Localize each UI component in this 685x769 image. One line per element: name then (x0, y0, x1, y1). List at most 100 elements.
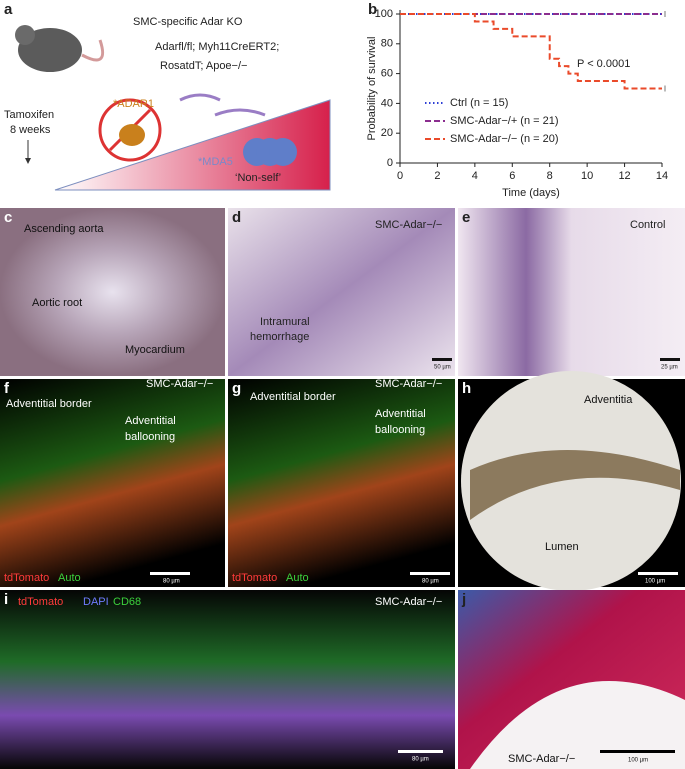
x-tick-label: 4 (472, 170, 478, 182)
histology (228, 208, 455, 376)
panel-j: j SMC-Adar−/− 100 µm (458, 590, 685, 769)
panel-c: c Ascending aorta Aortic root Myocardium (0, 208, 225, 376)
scale-label: 100 µm (628, 758, 648, 764)
genotype: RosatdT; Apoe−/− (160, 60, 247, 72)
histology (458, 208, 685, 376)
scale-bar (410, 572, 450, 575)
genotype: SMC-Adar−/− (146, 378, 213, 390)
x-tick-label: 14 (656, 170, 668, 182)
region-label: Aortic root (32, 297, 82, 309)
annotation: Adventitial border (250, 391, 336, 403)
stain-label: Auto (58, 572, 81, 584)
treatment: 8 weeks (10, 124, 51, 136)
panel-d: d SMC-Adar−/− Intramural hemorrhage 50 µ… (228, 208, 455, 376)
panel-label: d (232, 209, 241, 226)
y-axis-label: Probability of survival (366, 37, 378, 141)
annotation: Lumen (545, 541, 579, 553)
legend-label: SMC-Adar−/− (n = 20) (450, 133, 559, 145)
x-tick-label: 2 (434, 170, 440, 182)
survival-curve (400, 13, 662, 90)
lumen (470, 680, 685, 769)
annotation: Adventitial (375, 408, 426, 420)
stain-label: CD68 (113, 596, 141, 608)
y-tick-label: 20 (381, 127, 393, 139)
genotype: SMC-Adar−/− (508, 753, 575, 765)
panel-label: c (4, 209, 12, 226)
scale-label: 25 µm (661, 365, 678, 371)
annotation: Adventitial border (6, 398, 92, 410)
y-tick-label: 80 (381, 38, 393, 50)
panel-label: b (368, 1, 377, 18)
y-tick-label: 60 (381, 68, 393, 80)
x-tick-label: 0 (397, 170, 403, 182)
title: SMC-specific Adar KO (133, 16, 243, 28)
stain-label: Auto (286, 572, 309, 584)
scale-label: 80 µm (163, 579, 180, 585)
x-tick-label: 12 (618, 170, 630, 182)
arrow-head (25, 158, 31, 164)
annotation: hemorrhage (250, 331, 309, 343)
scale-label: 80 µm (422, 579, 439, 585)
stain-label: tdTomato (4, 572, 49, 584)
panel-h: h Adventitia Lumen 100 µm (458, 371, 685, 591)
photo (0, 208, 225, 376)
y-tick-label: 0 (387, 157, 393, 169)
panel-label: f (4, 380, 10, 397)
annotation: Adventitial (125, 415, 176, 427)
panel-e: e Control 25 µm (458, 208, 685, 376)
annotation: Adventitia (584, 394, 633, 406)
panel-label: g (232, 380, 241, 397)
x-tick-label: 6 (509, 170, 515, 182)
genotype: SMC-Adar−/− (375, 378, 442, 390)
mouse-head (15, 25, 35, 45)
scale-label: 50 µm (434, 365, 451, 371)
scale-bar (432, 358, 452, 361)
legend-label: Ctrl (n = 15) (450, 97, 508, 109)
scale-bar (600, 750, 675, 753)
annotation: ballooning (375, 424, 425, 436)
stain-label: tdTomato (18, 596, 63, 608)
treatment: Tamoxifen (4, 109, 54, 121)
dsRNA (179, 93, 266, 117)
stain-label: DAPI (83, 596, 109, 608)
vessel-wall (470, 450, 680, 520)
panel-label: h (462, 380, 471, 397)
scale-label: 80 µm (412, 757, 429, 763)
annotation: P < 0.0001 (577, 58, 630, 70)
mouse-tail (81, 39, 105, 62)
fluorescence (0, 379, 225, 587)
mda5-protein (243, 138, 297, 166)
gradient-wedge (54, 99, 331, 191)
micrograph (461, 371, 681, 591)
region-label: Ascending aorta (24, 223, 104, 235)
fluorescence (0, 590, 455, 769)
scale-bar (150, 572, 190, 575)
genotype: SMC-Adar−/− (375, 596, 442, 608)
stain-label: tdTomato (232, 572, 277, 584)
panel-a: a SMC-specific Adar KO Adarfl/fl; Myh11C… (4, 1, 331, 191)
genotype: SMC-Adar−/− (375, 219, 442, 231)
scale-bar (638, 572, 678, 575)
scale-label: 100 µm (645, 579, 665, 585)
scale-bar (660, 358, 680, 361)
condition: Control (630, 219, 665, 231)
panel-label: i (4, 591, 8, 608)
annotation: Intramural (260, 316, 310, 328)
scale-bar (398, 750, 443, 753)
panel-f: f SMC-Adar−/− Adventitial border Adventi… (0, 378, 225, 587)
y-tick-label: 100 (375, 8, 393, 20)
y-tick-label: 40 (381, 97, 393, 109)
protein-label: *ADAR1 (113, 98, 154, 110)
legend-label: SMC-Adar−/+ (n = 21) (450, 115, 559, 127)
annotation: ballooning (125, 431, 175, 443)
panel-i: i tdTomato DAPI CD68 SMC-Adar−/− 80 µm (0, 590, 455, 769)
region-label: Myocardium (125, 344, 185, 356)
annotation: ‘Non-self’ (235, 172, 281, 184)
adar1-protein (119, 124, 145, 146)
x-tick-label: 8 (547, 170, 553, 182)
panel-label: a (4, 1, 13, 18)
genotype: Adarfl/fl; Myh11CreERT2; (155, 41, 279, 53)
panel-g: g SMC-Adar−/− Adventitial border Adventi… (228, 378, 455, 587)
x-tick-label: 10 (581, 170, 593, 182)
